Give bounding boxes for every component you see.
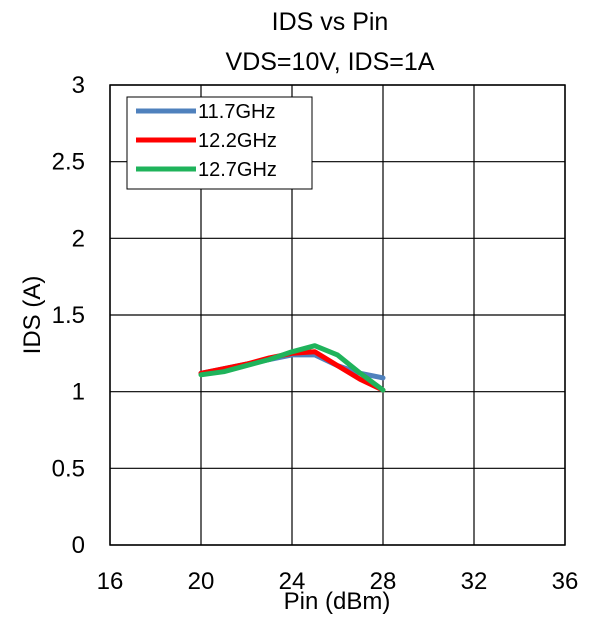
y-tick-label: 0 (72, 532, 85, 559)
y-tick-label: 1.5 (52, 302, 85, 329)
series-line-12.7GHz (198, 343, 386, 393)
x-tick-label: 32 (461, 568, 488, 595)
x-tick-label: 36 (552, 568, 579, 595)
x-tick-label: 20 (188, 568, 215, 595)
x-tick-label: 16 (97, 568, 124, 595)
x-tick-labels: 16 20 24 28 32 36 (97, 568, 579, 595)
series-lines (198, 343, 386, 393)
y-tick-label: 1 (72, 379, 85, 406)
legend-entry-label: 12.7GHz (198, 159, 277, 181)
legend-entry-label: 11.7GHz (198, 101, 275, 123)
legend: 11.7GHz 12.2GHz 12.7GHz (126, 96, 313, 190)
y-tick-label: 3 (72, 72, 85, 99)
y-tick-label: 2.5 (52, 149, 85, 176)
y-tick-label: 2 (72, 225, 85, 252)
chart-subtitle: VDS=10V, IDS=1A (226, 48, 435, 76)
y-tick-label: 0.5 (52, 455, 85, 482)
x-axis-label: Pin (dBm) (284, 588, 391, 615)
y-tick-labels: 0 0.5 1 1.5 2 2.5 3 (52, 72, 85, 559)
y-axis-label: IDS (A) (19, 276, 46, 355)
legend-entry-label: 12.2GHz (198, 130, 277, 152)
chart-title: IDS vs Pin (272, 8, 389, 36)
x-tick-label: 28 (370, 568, 397, 595)
x-tick-label: 24 (279, 568, 306, 595)
plot-area-border (109, 84, 566, 546)
